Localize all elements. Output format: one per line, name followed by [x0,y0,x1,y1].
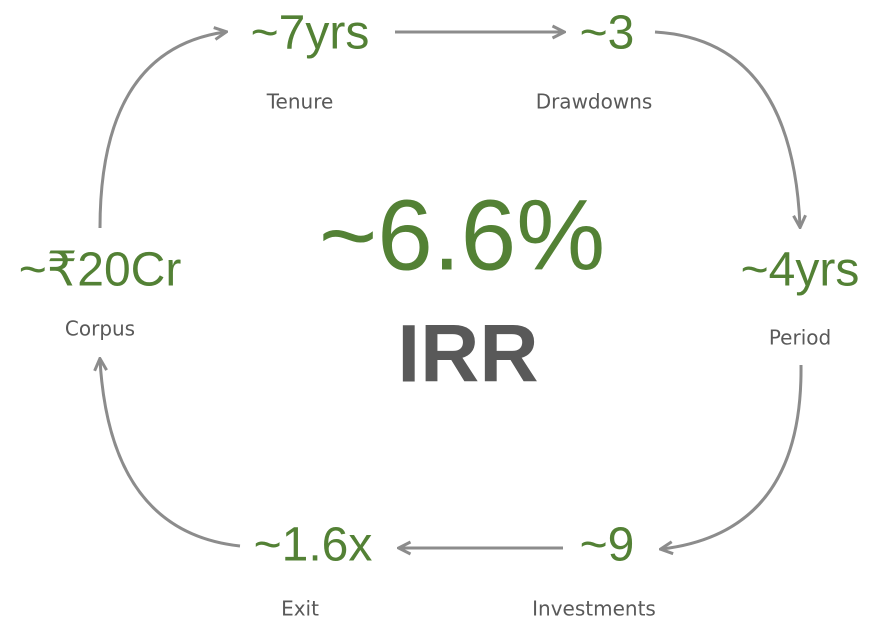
node-label: Investments [532,597,656,621]
node-value: ~₹20Cr [19,244,182,297]
arrow [98,32,225,229]
node-label: Period [769,326,831,350]
node-value: ~3 [580,7,635,60]
node-label: Tenure [266,90,334,114]
node-value: ~1.6x [254,519,373,572]
node-value: ~9 [580,519,635,572]
node-label: Corpus [65,317,135,341]
arrows [100,32,801,549]
node-label: Exit [281,597,319,621]
center-value: ~6.6% [319,179,605,291]
arrow [100,360,241,548]
node-value: ~7yrs [251,7,370,60]
arrow [654,30,800,226]
node-value: ~4yrs [741,244,860,297]
node-label: Drawdowns [536,90,653,114]
arrow [662,364,803,549]
center-label: IRR [397,309,538,400]
